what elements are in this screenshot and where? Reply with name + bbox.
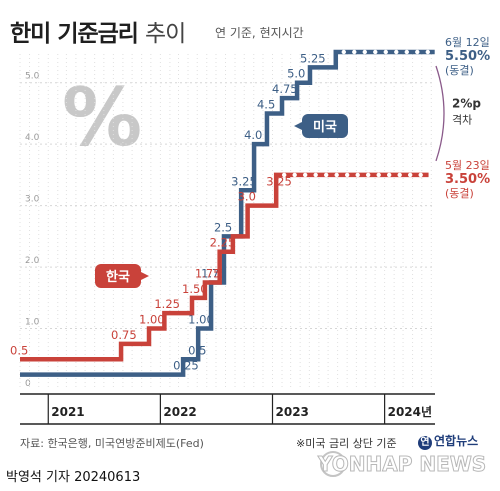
gap-label: 격차 [452,113,472,126]
us-value-label: 0.25 [173,359,199,373]
korea-value-label: 0.5 [10,343,28,357]
us-hold-dot [352,49,357,55]
us-hold-dot [425,49,430,55]
korea-hold-dot [365,172,371,178]
watermark: YONHAP NEWS [317,452,487,477]
us-end-status: (동결) [445,64,474,77]
us-rate-line [20,49,435,377]
us-hold-dot [383,49,388,55]
watermark-icon [320,451,346,477]
korea-value-label: 2.25 [210,236,236,250]
gap-bracket [435,65,445,162]
korea-hold-dot [376,172,381,178]
korea-value-label: 1.25 [154,297,180,311]
korea-value-label: 1.00 [139,313,165,327]
korea-legend-tag [95,264,141,288]
us-hold-dot [404,49,409,55]
us-value-label: 3.25 [231,174,257,188]
us-hold-dot [341,49,346,55]
korea-hold-dot [386,172,392,178]
us-legend-pointer [294,122,302,130]
korea-hold-dot [302,172,308,178]
korea-end-rate: 3.50% [445,172,490,187]
korea-hold-dot [407,172,413,178]
us-hold-dot [362,49,367,55]
korea-hold-dot [334,172,339,178]
korea-value-label: 3.25 [266,174,292,188]
korea-hold-dot [397,172,402,178]
gap-value: 2%p [452,96,481,110]
korea-value-label: 3.0 [238,190,256,204]
us-value-label: 4.5 [257,97,275,111]
page-title: 한미 기준금리 추이 [10,21,186,47]
us-value-label: 4.75 [272,82,298,96]
us-value-label: 1.00 [188,313,214,327]
korea-hold-dot [418,172,423,178]
korea-end-date: 5월 23일 [445,158,490,172]
us-value-label: 5.0 [287,67,305,81]
y-tick-label: 2.0 [25,256,40,266]
us-value-label: 0.5 [188,343,206,357]
korea-end-status: (동결) [445,187,474,200]
korea-hold-dot [313,172,318,178]
korea-hold-dot [344,172,350,178]
us-hold-dot [373,49,378,55]
us-legend-label: 미국 [313,119,337,135]
y-tick-label: 1.0 [25,318,40,328]
korea-value-label: 0.75 [111,328,137,342]
korea-hold-dot [292,172,297,178]
us-value-label: 4.0 [244,128,262,142]
yonhap-logo-icon: 연 [418,436,432,450]
us-legend-tag [302,114,348,138]
source-note: 자료: 한국은행, 미국연방준비제도(Fed) [20,437,204,450]
korea-value-label: 1.75 [195,266,221,280]
chart-subtitle: 연 기준, 현지시간 [215,26,304,40]
us-value-label: 5.25 [300,51,326,65]
korea-rate-line [20,172,429,362]
x-tick-label: 2023 [276,405,309,419]
korea-hold-dot [323,172,329,178]
korea-legend-pointer [141,272,149,280]
korea-legend-label: 한국 [106,269,130,285]
korea-hold-dot [355,172,360,178]
us-end-rate: 5.50% [445,49,490,64]
y-tick-label: 3.0 [25,195,40,205]
us-end-date: 6월 12일 [445,35,490,49]
y-tick-label: 5.0 [25,72,40,82]
us-hold-dot [415,49,420,55]
y-tick-label: 0 [25,379,31,389]
x-tick-label: 2024년 [388,405,432,419]
korea-value-label: 1.50 [182,282,208,296]
byline: 박영석 기자 20240613 [6,470,141,485]
x-tick-label: 2021 [51,405,84,419]
us-hold-dot [394,49,399,55]
yonhap-logo: 연 연합뉴스 [418,432,478,450]
y-tick-label: 4.0 [25,133,40,143]
korea-hold-dot [281,172,287,178]
x-tick-label: 2022 [163,405,196,419]
us-value-label: 2.5 [214,220,232,234]
percent-sign-graphic: % [62,71,142,164]
footnote: ※미국 금리 상단 기준 [296,437,397,450]
